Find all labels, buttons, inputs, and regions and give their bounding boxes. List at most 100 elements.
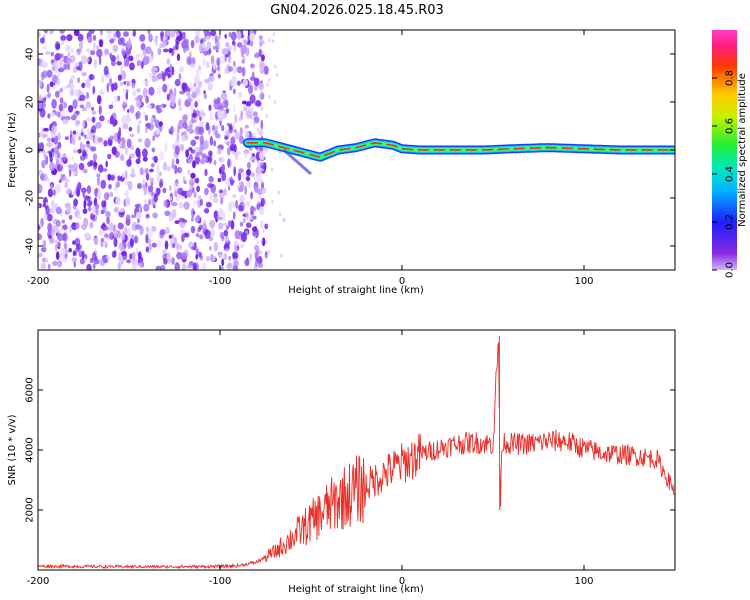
- noise-speckle: [82, 188, 86, 198]
- x-tick-label: -100: [209, 276, 232, 287]
- noise-speckle: [248, 252, 253, 262]
- noise-speckle: [203, 46, 209, 52]
- noise-speckle: [251, 226, 258, 232]
- noise-speckle: [265, 240, 268, 245]
- noise-speckle: [146, 104, 152, 109]
- noise-speckle: [209, 228, 216, 237]
- noise-speckle: [145, 213, 150, 219]
- noise-speckle: [224, 98, 229, 109]
- noise-speckle: [106, 255, 111, 260]
- noise-speckle: [151, 225, 157, 232]
- y-tick-label: 0: [25, 147, 36, 153]
- noise-speckle: [193, 199, 197, 207]
- noise-speckle: [129, 173, 136, 178]
- noise-speckle: [91, 106, 95, 111]
- noise-speckle: [41, 159, 46, 169]
- noise-speckle: [82, 208, 88, 214]
- noise-speckle: [117, 74, 122, 81]
- noise-speckle: [240, 110, 244, 120]
- noise-speckle: [64, 181, 68, 189]
- noise-speckle: [112, 44, 119, 53]
- noise-speckle: [206, 182, 213, 189]
- noise-speckle: [84, 195, 90, 201]
- noise-speckle: [218, 189, 224, 194]
- noise-speckle: [151, 67, 159, 71]
- noise-speckle: [113, 32, 116, 42]
- noise-speckle: [91, 116, 96, 123]
- noise-speckle: [225, 42, 230, 48]
- noise-speckle: [145, 56, 150, 65]
- noise-speckle: [71, 257, 78, 263]
- noise-speckle: [68, 169, 72, 177]
- noise-speckle: [187, 169, 191, 175]
- noise-speckle: [273, 99, 277, 104]
- noise-speckle: [203, 139, 209, 150]
- noise-speckle: [175, 194, 181, 202]
- noise-speckle: [186, 56, 191, 66]
- noise-speckle: [175, 158, 180, 165]
- noise-speckle: [91, 110, 97, 115]
- noise-speckle: [249, 32, 255, 42]
- noise-speckle: [159, 150, 165, 161]
- snr-ticks: -200 -100 0 100 2000 4000 6000: [25, 330, 675, 587]
- noise-speckle: [259, 60, 265, 70]
- noise-speckle: [221, 124, 225, 132]
- noise-speckle: [74, 89, 80, 97]
- noise-speckle: [258, 129, 264, 137]
- noise-speckle: [113, 237, 118, 248]
- noise-speckle: [176, 252, 183, 260]
- noise-speckle: [177, 98, 182, 107]
- noise-speckle: [232, 194, 237, 199]
- noise-speckle: [56, 241, 62, 248]
- noise-speckle: [143, 203, 150, 212]
- noise-speckle: [141, 184, 146, 189]
- noise-speckle: [190, 225, 196, 234]
- noise-speckle: [104, 48, 110, 56]
- noise-speckle: [107, 153, 112, 160]
- noise-speckle: [59, 87, 64, 93]
- noise-speckle: [41, 61, 48, 69]
- noise-speckle: [278, 212, 282, 217]
- noise-speckle: [131, 82, 136, 89]
- noise-speckle: [213, 241, 219, 252]
- noise-speckle: [121, 172, 125, 179]
- noise-speckle: [209, 219, 216, 229]
- noise-speckle: [96, 95, 102, 105]
- noise-speckle: [40, 37, 45, 44]
- noise-speckle: [259, 250, 263, 255]
- noise-speckle: [196, 214, 200, 222]
- noise-speckle: [217, 147, 222, 155]
- snr-series: [38, 335, 675, 570]
- noise-speckle: [156, 173, 161, 183]
- chart-title: GN04.2026.025.18.45.R03: [270, 3, 444, 18]
- noise-speckle: [223, 244, 227, 251]
- noise-speckle: [226, 146, 231, 156]
- noise-speckle: [260, 119, 264, 130]
- noise-speckle: [87, 206, 92, 212]
- noise-speckle: [145, 233, 149, 244]
- noise-speckle: [232, 211, 236, 220]
- noise-speckle: [162, 187, 167, 194]
- noise-speckle: [86, 129, 91, 135]
- noise-speckle: [230, 136, 236, 146]
- x-tick-label: 0: [399, 276, 405, 287]
- noise-speckle: [48, 234, 52, 239]
- noise-speckle: [148, 73, 153, 78]
- noise-speckle: [176, 242, 180, 250]
- noise-speckle: [161, 72, 166, 82]
- noise-speckle: [229, 201, 236, 208]
- noise-speckle: [190, 149, 195, 154]
- noise-speckle: [117, 95, 121, 102]
- noise-speckle: [124, 190, 129, 197]
- noise-speckle: [79, 104, 85, 109]
- noise-speckle: [252, 111, 258, 117]
- noise-speckle: [81, 82, 86, 89]
- noise-speckle: [66, 63, 71, 71]
- noise-speckle: [239, 195, 245, 204]
- noise-speckle: [88, 30, 95, 34]
- noise-speckle: [126, 138, 132, 149]
- noise-speckle: [246, 181, 253, 188]
- noise-speckle: [179, 143, 185, 151]
- noise-speckle: [118, 251, 122, 262]
- colorbar-tick-label: 0.6: [725, 118, 736, 134]
